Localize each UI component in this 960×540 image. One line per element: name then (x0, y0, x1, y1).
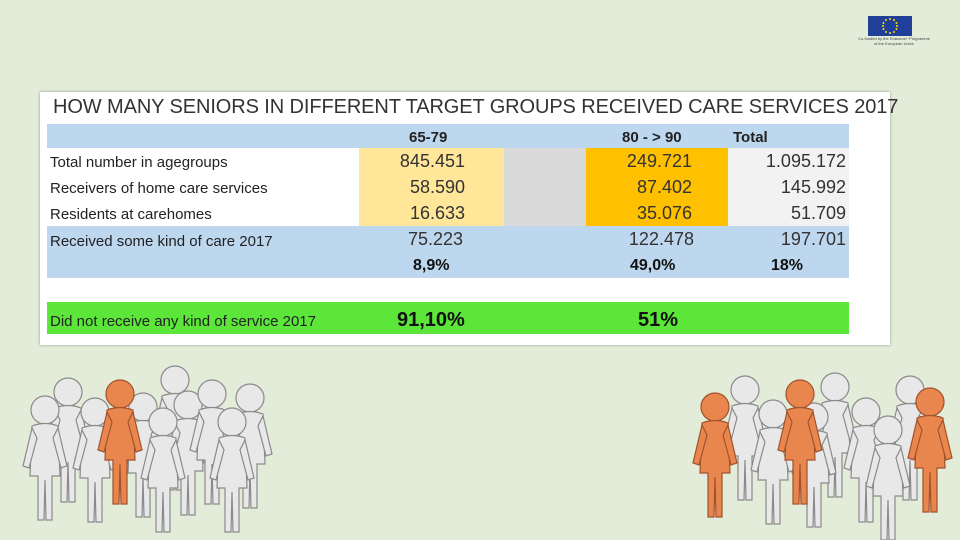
row-label: Total number in agegroups (50, 154, 228, 171)
people-illustration (22, 365, 953, 540)
col3-fill (728, 148, 849, 226)
logo-caption-2: of the European Union (873, 41, 915, 46)
no-service-pct-col1: 91,10% (397, 309, 465, 331)
header-col1: 65-79 (409, 129, 448, 146)
row-value-col2: 35.076 (636, 203, 692, 223)
header-col3: Total (733, 129, 768, 146)
header-band (47, 124, 849, 148)
col1-fill (359, 148, 504, 226)
no-service-pct-col2: 51% (638, 309, 679, 331)
care-pct-col2: 49,0% (630, 257, 676, 274)
eu-logo: Co-funded by the Erasmus+ Programme of t… (848, 14, 940, 48)
care-pct-col3: 18% (771, 257, 804, 274)
care-label: Received some kind of care 2017 (50, 233, 273, 250)
row-value-col1: 16.633 (409, 203, 465, 223)
row-label: Receivers of home care services (50, 180, 268, 197)
care-value-col2: 122.478 (628, 229, 694, 249)
care-value-col1: 75.223 (407, 229, 463, 249)
eu-flag-icon (868, 16, 912, 36)
row-value-col1: 58.590 (409, 177, 465, 197)
care-band (47, 226, 849, 278)
logo-caption-1: Co-funded by the Erasmus+ Programme (858, 36, 930, 41)
care-pct-col1: 8,9% (413, 257, 450, 274)
table-title: HOW MANY SENIORS IN DIFFERENT TARGET GRO… (53, 96, 899, 118)
header-col2: 80 - > 90 (622, 129, 682, 146)
no-service-label: Did not receive any kind of service 2017 (50, 313, 316, 330)
gap-fill (504, 148, 586, 226)
no-service-band (47, 302, 849, 334)
row-value-col1: 845.451 (399, 151, 465, 171)
row-value-col3: 51.709 (790, 203, 846, 223)
table-panel: HOW MANY SENIORS IN DIFFERENT TARGET GRO… (40, 92, 898, 345)
row-value-col3: 145.992 (780, 177, 846, 197)
row-value-col2: 87.402 (636, 177, 692, 197)
care-value-col3: 197.701 (780, 229, 846, 249)
row-value-col2: 249.721 (626, 151, 692, 171)
row-label: Residents at carehomes (50, 206, 212, 223)
row-value-col3: 1.095.172 (765, 151, 846, 171)
col2-fill (586, 148, 728, 226)
